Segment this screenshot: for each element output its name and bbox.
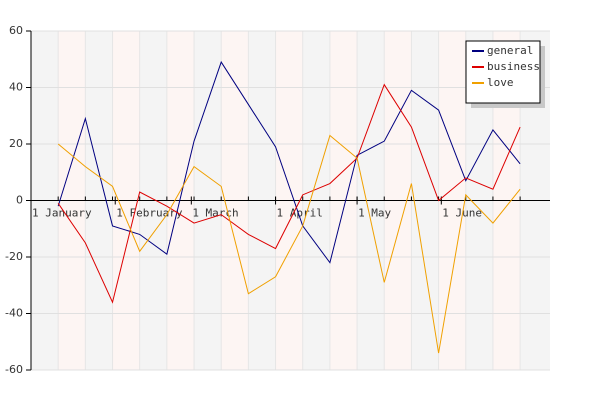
x-tick-label: 1 April <box>277 207 323 220</box>
legend-label: general <box>487 44 533 57</box>
legend-label: business <box>487 60 540 73</box>
legend-label: love <box>487 76 514 89</box>
x-tick-label: 1 March <box>192 207 238 220</box>
x-tick-label: 1 January <box>32 207 92 220</box>
line <box>57 83 521 304</box>
y-tick-label: -60 <box>5 363 23 376</box>
line <box>57 134 521 354</box>
y-tick-label: -40 <box>5 307 23 320</box>
y-tick-label: 20 <box>9 137 23 150</box>
x-tick-label: 1 February <box>116 207 183 220</box>
line <box>57 60 521 264</box>
y-tick-label: -20 <box>5 250 23 263</box>
y-tick-label: 60 <box>9 24 23 37</box>
y-tick-label: 0 <box>16 194 23 207</box>
x-tick-label: 1 May <box>358 207 391 220</box>
y-tick-label: 40 <box>9 81 23 94</box>
legend <box>465 40 541 104</box>
